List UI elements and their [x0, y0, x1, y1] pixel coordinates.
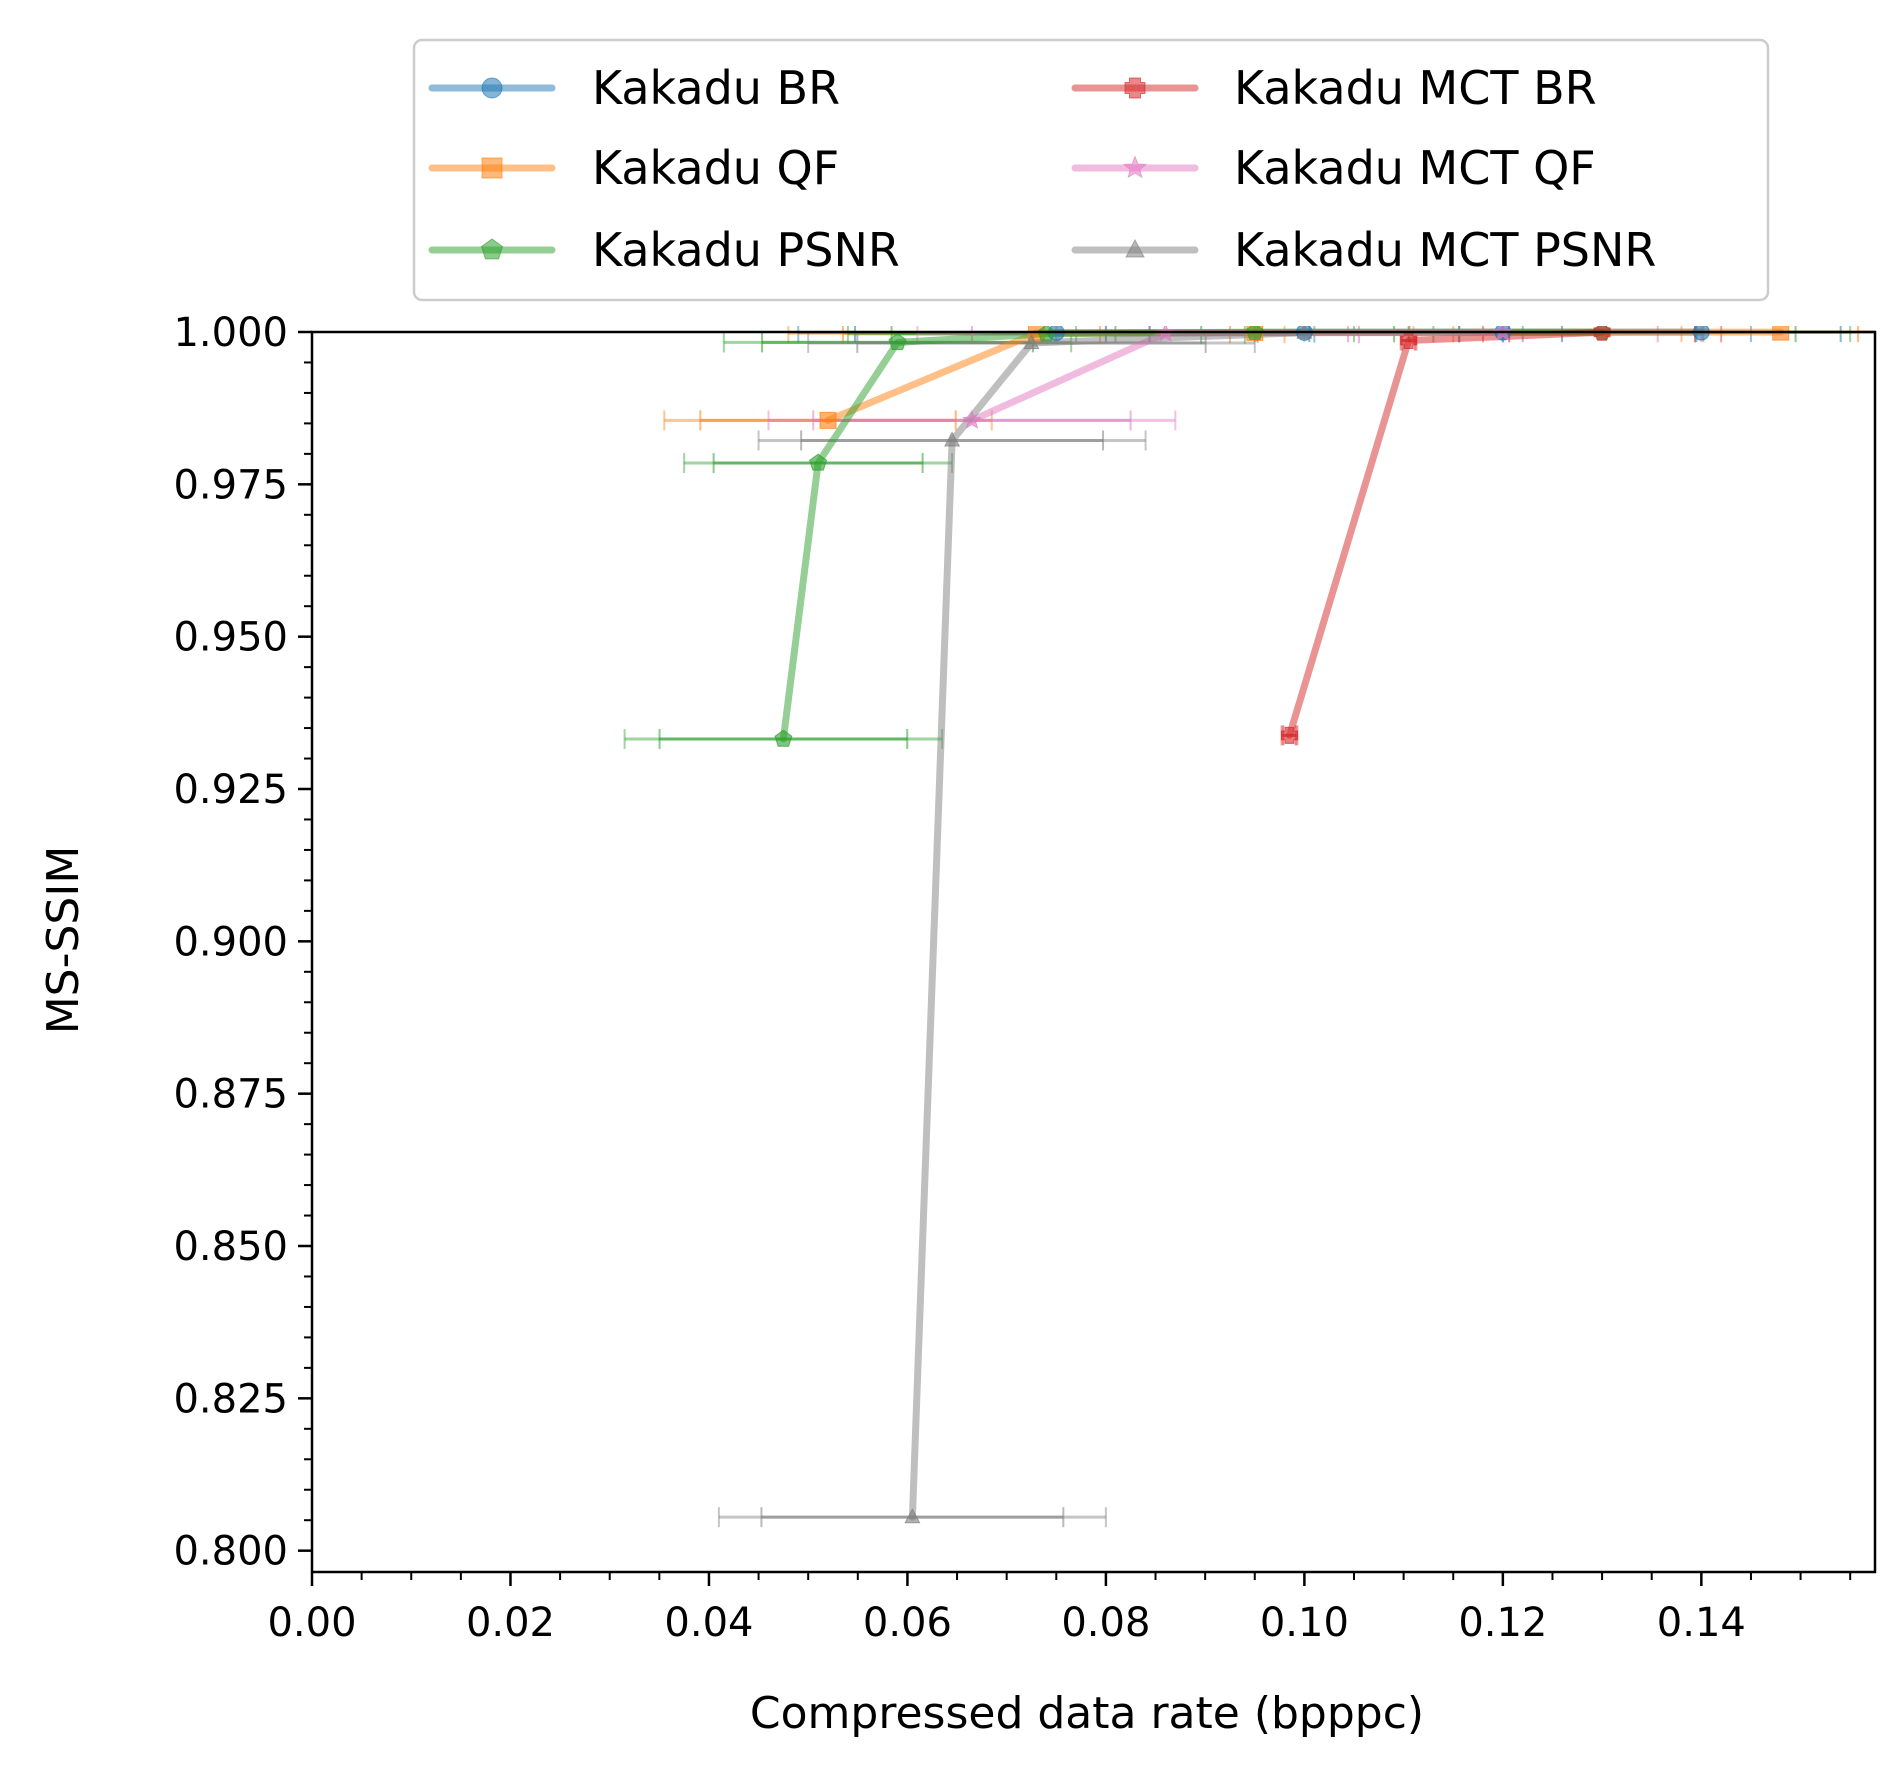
kakadu-mct-psnr-line	[908, 329, 1308, 1521]
y-tick-label-6: 0.950	[173, 615, 288, 661]
kakadu-mct-qf-point-1	[1155, 326, 1176, 342]
legend-marker-kakadu-br	[481, 77, 503, 99]
legend-label-kakadu-br: Kakadu BR	[592, 61, 840, 115]
x-tick-label-3: 0.06	[863, 1600, 952, 1646]
kakadu-mct-qf-point-0	[961, 409, 983, 429]
y-tick-label-0: 0.800	[173, 1529, 288, 1575]
legend-marker-kakadu-qf	[481, 157, 503, 179]
kakadu-mct-psnr-point-1	[944, 431, 961, 447]
kakadu-psnr-point-2	[888, 332, 907, 350]
x-tick-label-2: 0.04	[664, 1600, 753, 1646]
x-tick-label-6: 0.12	[1458, 1600, 1547, 1646]
legend-label-kakadu-mct-br: Kakadu MCT BR	[1234, 61, 1597, 115]
x-tick-label-4: 0.08	[1061, 1600, 1150, 1646]
series-lines	[779, 328, 1785, 1521]
legend-marker-kakadu-mct-psnr	[1125, 238, 1145, 258]
y-tick-label-3: 0.875	[173, 1072, 288, 1118]
y-tick-label-7: 0.975	[173, 462, 288, 508]
legend-marker-kakadu-mct-br	[1124, 77, 1146, 99]
axes: 0.00 0.02 0.04 0.06 0.08 0.10 0.12 0.14 0.800 0.8…	[173, 310, 1877, 1646]
kakadu-psnr-line	[779, 328, 1606, 743]
series-markers	[774, 326, 1790, 1524]
kakadu-mct-br-line	[1286, 328, 1606, 739]
y-tick-label-2: 0.850	[173, 1224, 288, 1270]
plot-frame	[310, 330, 1877, 1574]
y-tick-label-1: 0.825	[173, 1376, 288, 1422]
legend-label-kakadu-psnr: Kakadu PSNR	[592, 223, 900, 277]
y-tick-label-8: 1.000	[173, 310, 288, 356]
kakadu-psnr-point-3	[1037, 326, 1056, 342]
x-axis-label: Compressed data rate (bpppc)	[750, 1688, 1424, 1739]
kakadu-qf-point-0	[819, 411, 837, 429]
kakadu-mct-psnr-point-0	[904, 1508, 921, 1524]
legend-label-kakadu-qf: Kakadu QF	[592, 141, 839, 195]
kakadu-mct-psnr-point-2	[1023, 333, 1040, 350]
y-axis-label: MS-SSIM	[38, 846, 89, 1035]
legend-marker-kakadu-psnr	[480, 238, 504, 260]
kakadu-qf-line	[824, 328, 1785, 424]
y-tick-label-5: 0.925	[173, 767, 288, 813]
legend-label-kakadu-mct-qf: Kakadu MCT QF	[1234, 141, 1596, 195]
x-tick-label-1: 0.02	[466, 1600, 555, 1646]
x-tick-label-7: 0.14	[1657, 1600, 1746, 1646]
kakadu-psnr-point-0	[774, 729, 793, 747]
x-tick-label-5: 0.10	[1260, 1600, 1349, 1646]
kakadu-psnr-point-1	[809, 453, 828, 471]
kakadu-mct-br-point-0	[1281, 726, 1298, 744]
x-tick-label-0: 0.00	[267, 1600, 356, 1646]
legend-marker-kakadu-mct-qf	[1122, 155, 1148, 179]
legend-label-kakadu-mct-psnr: Kakadu MCT PSNR	[1234, 223, 1656, 277]
legend: Kakadu BR Kakadu QF Kakadu PSNR Kakadu MCT …	[412, 38, 1770, 302]
y-tick-label-4: 0.900	[173, 919, 288, 965]
kakadu-mct-br-point-1	[1400, 332, 1418, 350]
